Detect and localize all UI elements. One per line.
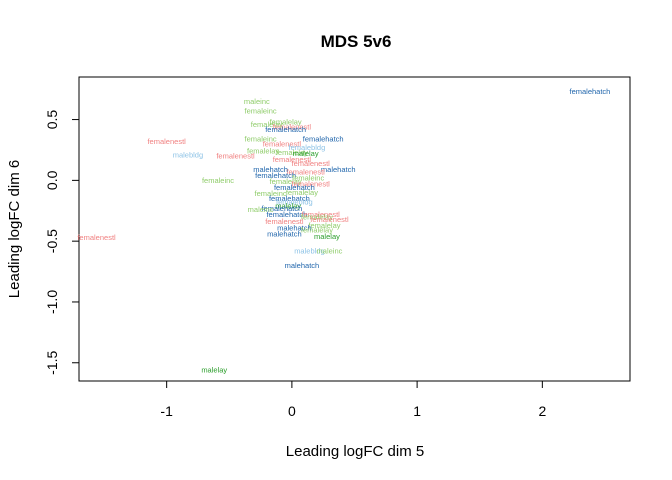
point-label-malebldg: malebldg xyxy=(294,246,324,255)
y-axis: 0.5 0.0 -0.5 -1.0 -1.5 xyxy=(44,110,80,375)
plot-frame xyxy=(78,76,631,382)
point-label-femalenestl: femalenestl xyxy=(291,159,330,168)
x-tick-label: 2 xyxy=(538,403,546,419)
point-label-femalenestl: femalenestl xyxy=(216,152,255,161)
point-label-maleinc: maleinc xyxy=(244,97,270,106)
point-label-femalebldg: femalebldg xyxy=(289,143,326,152)
point-label-malehatch: malehatch xyxy=(321,165,356,174)
point-label-femaleinc: femaleinc xyxy=(245,107,277,116)
y-tick-label: 0.5 xyxy=(44,110,60,130)
point-label-femaleinc: femaleinc xyxy=(255,189,287,198)
point-label-femalenestl: femalenestl xyxy=(265,217,304,226)
point-label-malehatch: malehatch xyxy=(277,223,312,232)
point-label-malelay: malelay xyxy=(293,149,319,158)
point-label-malelay: malelay xyxy=(201,366,227,375)
point-label-malelay: malelay xyxy=(275,201,301,210)
point-label-femalenestl: femalenestl xyxy=(286,167,325,176)
point-label-femalehatch: femalehatch xyxy=(569,87,610,96)
point-labels: femalehatchmalelayfemalenestlfemalenestl… xyxy=(77,87,610,374)
point-label-femalenestl: femalenestl xyxy=(310,215,349,224)
point-label-femalehatch: femalehatch xyxy=(255,171,296,180)
point-label-femalehatch: femalehatch xyxy=(266,210,307,219)
point-label-femalelay: femalelay xyxy=(301,212,333,221)
x-axis: -1 0 1 2 xyxy=(160,380,546,419)
point-label-femalelay: femalelay xyxy=(251,120,283,129)
point-label-femalenestl: femalenestl xyxy=(273,155,312,164)
point-label-femaleinc: femaleinc xyxy=(292,173,324,182)
point-label-femalelay: femalelay xyxy=(270,117,302,126)
point-label-femaleinc: femaleinc xyxy=(245,135,277,144)
point-label-femalenestl: femalenestl xyxy=(263,139,302,148)
x-axis-title: Leading logFC dim 5 xyxy=(286,443,424,460)
point-label-malelay: malelay xyxy=(314,232,340,241)
point-label-femalelay: femalelay xyxy=(270,177,302,186)
point-label-femalelay: femalelay xyxy=(301,226,333,235)
point-label-maleinc: maleinc xyxy=(317,246,343,255)
point-label-femalehatch: femalehatch xyxy=(261,204,302,213)
chart-title: MDS 5v6 xyxy=(321,32,392,51)
point-label-femalenestl: femalenestl xyxy=(291,180,330,189)
point-label-femalenestl: femalenestl xyxy=(273,122,312,131)
point-label-femalehatch: femalehatch xyxy=(265,125,306,134)
point-label-femalenestl: femalenestl xyxy=(77,233,116,242)
point-label-femalehatch: femalehatch xyxy=(274,183,315,192)
point-label-malebldg: malebldg xyxy=(173,150,203,159)
point-label-femalelay: femalelay xyxy=(276,148,308,157)
y-tick-label: -0.5 xyxy=(44,229,60,253)
point-label-femalelay: femalelay xyxy=(286,188,318,197)
y-tick-label: -1.0 xyxy=(44,290,60,314)
point-label-maleinc: maleinc xyxy=(248,205,274,214)
point-label-femalebldg: femalebldg xyxy=(276,198,313,207)
point-label-femalehatch: femalehatch xyxy=(303,135,344,144)
point-label-malehatch: malehatch xyxy=(253,165,288,174)
y-tick-label: 0.0 xyxy=(44,170,60,190)
x-tick-label: -1 xyxy=(160,403,173,419)
y-axis-title: Leading logFC dim 6 xyxy=(6,160,23,298)
y-tick-label: -1.5 xyxy=(44,350,60,374)
point-label-malehatch: malehatch xyxy=(285,261,320,270)
point-label-femalenestl: femalenestl xyxy=(302,210,341,219)
point-label-femalehatch: femalehatch xyxy=(269,194,310,203)
point-label-femalelay: femalelay xyxy=(308,221,340,230)
point-label-femalelay: femalelay xyxy=(247,147,279,156)
point-label-femaleinc: femaleinc xyxy=(202,176,234,185)
x-tick-label: 0 xyxy=(288,403,296,419)
point-label-malehatch: malehatch xyxy=(267,229,302,238)
x-tick-label: 1 xyxy=(413,403,421,419)
point-label-femalenestl: femalenestl xyxy=(147,137,186,146)
